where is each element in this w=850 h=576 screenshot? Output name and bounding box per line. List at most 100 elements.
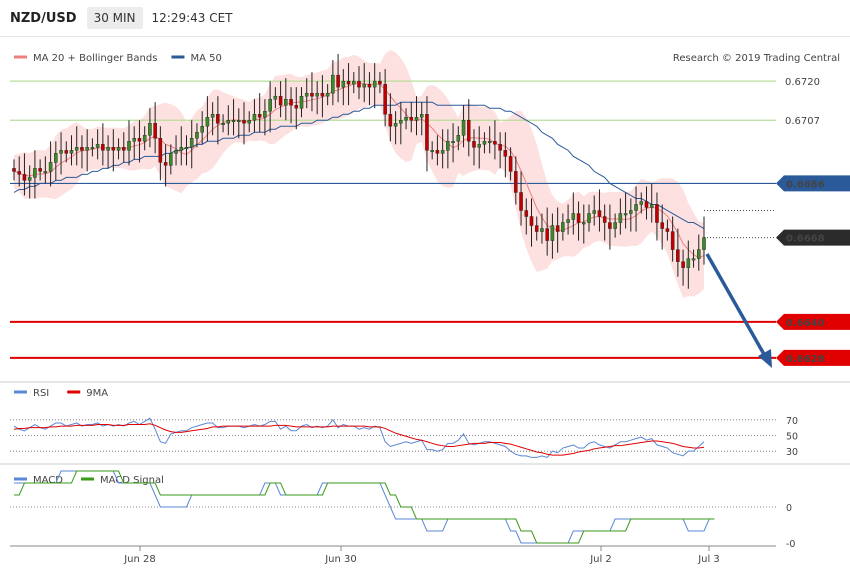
candle-body	[263, 111, 267, 118]
rsi-legend-label-0: RSI	[33, 388, 49, 399]
candle-body	[414, 117, 419, 121]
candle-body	[482, 141, 487, 145]
candle-body	[644, 201, 649, 208]
time-tick-3: Jul 3	[697, 554, 720, 565]
macd-signal-line	[14, 470, 715, 544]
level-tag-5	[776, 349, 850, 366]
candle-body	[582, 222, 586, 225]
candle-body	[697, 249, 701, 259]
candle-body	[247, 120, 251, 124]
candle-body	[284, 98, 288, 106]
candle-body	[64, 150, 69, 154]
candle-body	[592, 210, 596, 214]
candle-body	[681, 261, 685, 268]
candle-body	[534, 225, 539, 232]
time-tick-2: Jul 2	[589, 554, 612, 565]
legend-label-0: MA 20 + Bollinger Bands	[33, 53, 157, 64]
forecast-arrow-shaft	[705, 253, 767, 357]
candle-body	[101, 144, 105, 151]
rsi-tick-2: 30	[786, 447, 798, 458]
candle-body	[158, 138, 163, 163]
clock-label: 12:29:43 CET	[151, 11, 233, 25]
candle-body	[268, 98, 272, 112]
candle-body	[498, 144, 502, 151]
timeframe-selector[interactable]: 30 MIN	[86, 7, 143, 29]
candle-body	[529, 216, 534, 226]
candle-body	[205, 117, 210, 127]
candle-body	[310, 92, 314, 97]
candle-body	[660, 222, 664, 229]
candle-body	[17, 171, 21, 175]
candle-body	[362, 83, 366, 88]
candle-body	[477, 144, 481, 148]
candle-body	[252, 114, 257, 121]
candle-body	[54, 153, 58, 163]
candle-body	[242, 120, 246, 124]
level-label-2: 0.6686	[786, 179, 825, 190]
level-tag-3	[776, 229, 850, 246]
candle-body	[148, 123, 152, 136]
macd-legend-label-1: MACD Signal	[100, 475, 164, 486]
candle-body	[216, 114, 220, 124]
candle-body	[169, 153, 173, 166]
candle-body	[12, 168, 16, 172]
candle-body	[257, 114, 262, 118]
candle-body	[33, 168, 37, 178]
candle-body	[210, 114, 215, 118]
chart-header: NZD/USD 30 MIN 12:29:43 CET	[0, 0, 850, 37]
candle-body	[419, 114, 424, 118]
candle-body	[545, 228, 549, 241]
candle-body	[629, 210, 633, 214]
time-tick-1: Jun 30	[324, 554, 357, 565]
candle-body	[179, 147, 184, 151]
candle-body	[367, 83, 372, 88]
rsi-legend-label-1: 9MA	[86, 388, 108, 399]
candle-body	[200, 126, 204, 133]
candle-body	[493, 141, 497, 145]
candle-body	[519, 192, 523, 211]
candle-body	[352, 80, 356, 85]
level-label-3: 0.6668	[786, 234, 825, 245]
candle-body	[472, 141, 476, 148]
candle-body	[294, 104, 299, 109]
candle-body	[69, 150, 74, 154]
level-tag-4	[776, 313, 850, 330]
candle-body	[90, 147, 95, 150]
candle-body	[372, 80, 377, 88]
candle-body	[435, 150, 440, 154]
candle-body	[304, 92, 309, 97]
candle-body	[80, 147, 84, 151]
candle-body	[508, 156, 513, 172]
candle-body	[597, 210, 602, 217]
candle-body	[676, 249, 680, 262]
candle-body	[325, 92, 330, 97]
rsi-line	[13, 417, 705, 459]
candle-body	[686, 258, 691, 268]
candle-body	[467, 120, 471, 142]
candle-body	[74, 147, 79, 151]
legend-label-1: MA 50	[190, 53, 221, 64]
candle-body	[618, 213, 623, 223]
candle-body	[566, 219, 570, 223]
macd-tick-0: 0	[786, 503, 792, 514]
candle-body	[116, 147, 121, 151]
candle-body	[608, 222, 612, 229]
candle-body	[48, 162, 53, 172]
candle-body	[38, 168, 42, 172]
candle-body	[122, 147, 126, 151]
candle-body	[649, 204, 654, 208]
candle-body	[237, 120, 241, 122]
candle-body	[336, 74, 340, 88]
rsi-tick-1: 50	[786, 432, 798, 443]
level-tag-2	[776, 175, 850, 192]
candle-body	[195, 132, 199, 139]
candle-body	[153, 123, 157, 139]
candle-body	[95, 144, 100, 148]
candle-body	[602, 216, 607, 223]
candle-body	[440, 150, 445, 154]
candle-body	[702, 237, 706, 250]
candle-body	[461, 120, 466, 136]
candle-body	[289, 98, 293, 106]
candle-body	[221, 123, 225, 125]
candle-body	[111, 147, 116, 151]
